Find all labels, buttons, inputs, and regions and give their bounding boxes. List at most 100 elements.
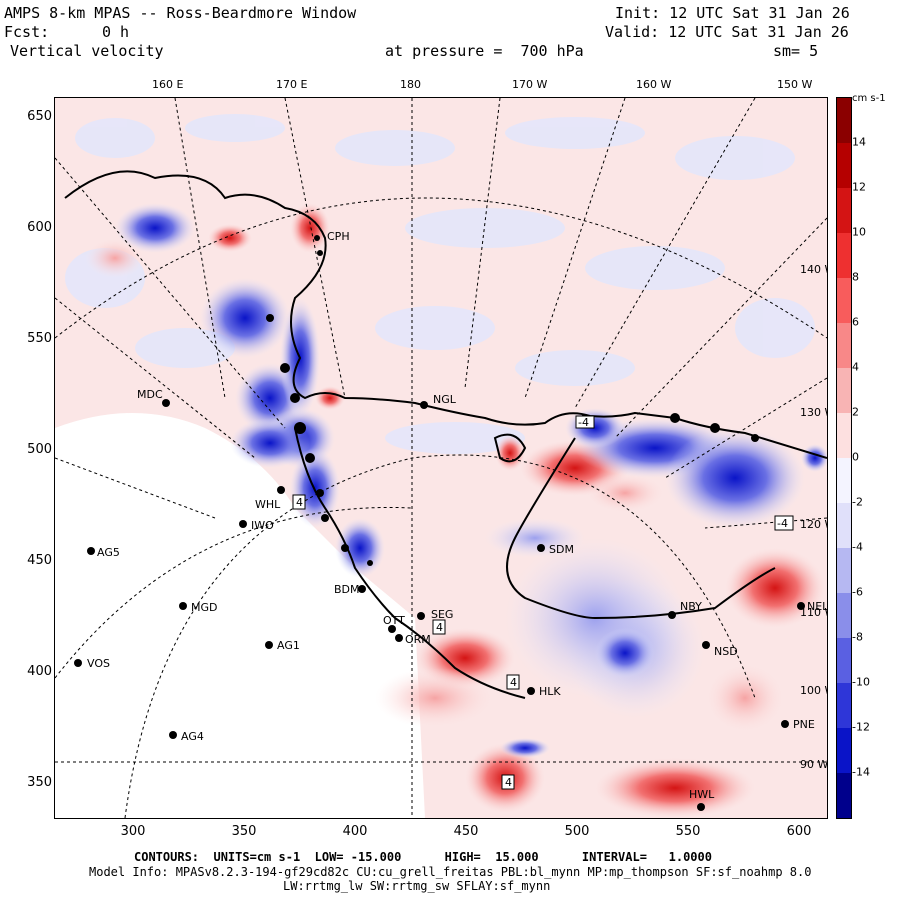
station-label: PNE [793,718,815,731]
right-lon-labels: 140 W 130 W 120 W 110 W 100 W 90 W [800,263,827,771]
y-tick: 650 [27,109,52,124]
noise-field [65,114,815,454]
colorbar-tick: -14 [852,765,870,779]
init-time: Init: 12 UTC Sat 31 Jan 26 [615,4,850,22]
y-tick: 550 [27,331,52,346]
contour-label: 4 [510,676,517,689]
station-label: BDM [334,583,360,596]
field-name: Vertical velocity [10,42,164,60]
top-axis-label: 170 E [276,78,308,91]
colorbar-tick: -4 [852,540,863,554]
top-axis-label: 180 [400,78,421,91]
station-label: HWL [689,788,715,801]
masked-region [55,413,425,818]
x-tick: 600 [786,824,812,839]
pressure-level: at pressure = 700 hPa [385,42,584,60]
negative-band-east [485,408,827,758]
station-label: NGL [433,393,457,406]
model-info: Model Info: MPASv8.2.3-194-gf29cd82c CU:… [89,865,812,879]
lon-label: 110 W [800,606,827,619]
contour-label: 4 [505,776,512,789]
colorbar-swatch [837,773,851,819]
colorbar-tick: 12 [852,180,866,194]
colorbar-swatch [837,458,851,504]
colorbar-tick: 8 [852,270,859,284]
colorbar-swatch [837,143,851,189]
y-tick: 350 [27,775,52,790]
colorbar-tick: 0 [852,450,859,464]
graticule [55,98,827,818]
model-info-2: LW:rrtmg_lw SW:rrtmg_sw SFLAY:sf_mynn [283,879,551,893]
colorbar-swatch [837,683,851,729]
colorbar-swatch [837,233,851,279]
station-labels: CPH NGL MDC WHL IWO AG5 SDM BDM MGD SEG … [87,230,827,801]
colorbar-tick: -12 [852,720,870,734]
x-tick: 500 [564,824,590,839]
top-axis-label: 160 W [636,78,672,91]
colorbar-swatch [837,323,851,369]
colorbar-tick: 6 [852,315,859,329]
colorbar-swatch [837,593,851,639]
smoothing: sm= 5 [773,42,819,60]
x-tick: 300 [120,824,146,839]
colorbar-swatch [837,728,851,774]
contour-labels: 4 4 4 -4 4 -4 [292,415,794,790]
top-axis-label: 160 E [152,78,184,91]
contour-label: -4 [777,517,788,530]
colorbar-swatch [837,548,851,594]
x-tick: 450 [453,824,479,839]
station-label: OTT [383,614,405,627]
lon-label: 130 W [800,406,827,419]
colorbar [836,97,852,819]
lon-label: 140 W [800,263,827,276]
colorbar-swatch [837,368,851,414]
top-axis-label: 170 W [512,78,548,91]
colorbar-swatches [837,98,851,819]
colorbar-tick: -6 [852,585,863,599]
x-tick: 550 [675,824,701,839]
colorbar-swatch [837,188,851,234]
contour-label: -4 [578,416,589,429]
station-label: AG5 [97,546,120,559]
colorbar-tick: 4 [852,360,859,374]
y-tick: 500 [27,442,52,457]
coastline [64,170,827,699]
contour-info: CONTOURS: UNITS=cm s-1 LOW= -15.000 HIGH… [134,850,712,864]
colorbar-swatch [837,98,851,144]
station-label: ORM [405,633,431,646]
station-label: AG4 [181,730,204,743]
station-label: WHL [255,498,281,511]
top-axis-label: 150 W [777,78,813,91]
colorbar-swatch [837,638,851,684]
colorbar-swatch [837,413,851,459]
y-tick: 450 [27,553,52,568]
station-markers [74,235,805,811]
lon-label: 100 W [800,684,827,697]
station-label: NEL [807,600,827,613]
colorbar-tick: -10 [852,675,870,689]
map-title: AMPS 8-km MPAS -- Ross-Beardmore Window [4,4,357,22]
vertical-velocity-map[interactable]: CPH NGL MDC WHL IWO AG5 SDM BDM MGD SEG … [55,98,827,818]
colorbar-units: cm s-1 [852,93,886,104]
valid-time: Valid: 12 UTC Sat 31 Jan 26 [605,23,849,41]
station-label: SEG [431,608,453,621]
colorbar-swatch [837,503,851,549]
station-label: NBY [680,600,702,613]
contour-label: 4 [436,621,443,634]
station-label: IWO [251,519,274,532]
colorbar-tick: -2 [852,495,863,509]
station-label: SDM [549,543,574,556]
contour-label: 4 [296,496,303,509]
station-label: VOS [87,657,110,670]
colorbar-tick: 14 [852,135,866,149]
station-label: MGD [191,601,218,614]
colorbar-tick: 10 [852,225,866,239]
forecast-label: Fcst: [4,23,50,41]
station-label: NSD [714,645,738,658]
lon-label: 120 W [800,518,827,531]
colorbar-tick: -8 [852,630,863,644]
station-label: CPH [327,230,350,243]
x-tick: 350 [231,824,257,839]
lon-label: 90 W [800,758,827,771]
map-panel[interactable]: CPH NGL MDC WHL IWO AG5 SDM BDM MGD SEG … [54,97,828,819]
